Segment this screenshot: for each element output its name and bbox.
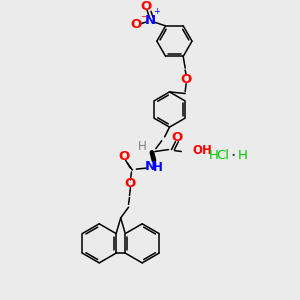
Text: H: H [153,161,163,174]
Text: O: O [118,150,129,163]
Text: H: H [238,149,248,162]
Text: H: H [138,140,147,153]
Text: N: N [144,14,156,27]
Text: +: + [153,7,160,16]
Text: H: H [208,149,218,162]
Text: O: O [181,73,192,86]
Text: OH: OH [192,144,212,157]
Text: O: O [131,18,142,32]
Text: Cl: Cl [216,149,230,162]
Text: ·: · [230,147,235,165]
Text: −: − [140,13,147,22]
Text: O: O [172,131,183,144]
Text: O: O [125,177,136,190]
Text: O: O [140,0,152,13]
Text: N: N [144,160,156,173]
